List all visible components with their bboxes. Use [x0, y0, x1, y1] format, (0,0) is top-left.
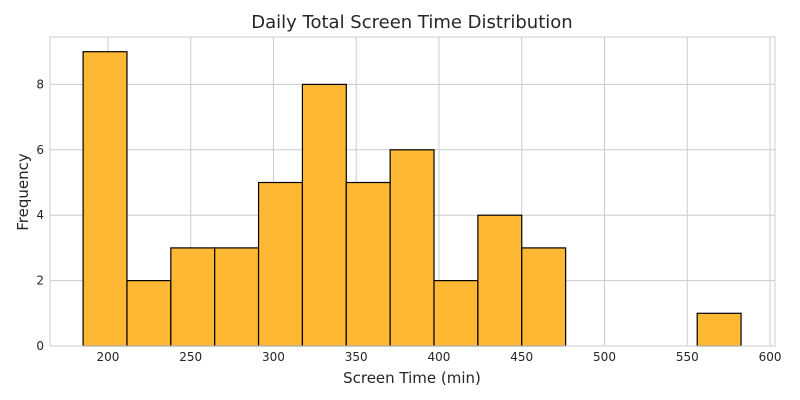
histogram-bar	[214, 247, 260, 347]
y-tick-label: 8	[36, 77, 44, 91]
x-tick-label: 600	[759, 350, 782, 364]
histogram-bar	[477, 214, 523, 347]
x-tick-label: 300	[262, 350, 285, 364]
histogram-bar	[82, 51, 128, 347]
x-tick-label: 500	[593, 350, 616, 364]
y-tick-label: 4	[36, 208, 44, 222]
chart-title: Daily Total Screen Time Distribution	[251, 12, 572, 33]
histogram-bar	[521, 247, 567, 347]
tick-labels: 200 250 300 350 400 450 500 550 600 0 2 4 6 8	[36, 77, 781, 364]
y-axis-label: Frequency	[14, 153, 32, 231]
y-tick-label: 0	[36, 339, 44, 353]
histogram-bar	[257, 181, 304, 347]
x-tick-label: 450	[510, 350, 533, 364]
x-tick-label: 550	[676, 350, 699, 364]
histogram-bar	[170, 247, 216, 347]
histogram-bar	[433, 280, 479, 347]
y-tick-label: 6	[36, 143, 44, 157]
x-tick-label: 250	[179, 350, 202, 364]
plot-frame	[49, 36, 776, 347]
histogram-bar	[301, 83, 347, 347]
histogram-bar	[345, 181, 391, 347]
x-tick-label: 350	[345, 350, 368, 364]
histogram-bar	[126, 280, 172, 347]
histogram-bars	[82, 51, 742, 347]
x-axis-label: Screen Time (min)	[343, 369, 481, 387]
x-tick-label: 400	[428, 350, 451, 364]
histogram-bar	[389, 149, 435, 347]
x-tick-label: 200	[96, 350, 119, 364]
y-tick-label: 2	[36, 274, 44, 288]
histogram-bar	[696, 312, 742, 347]
